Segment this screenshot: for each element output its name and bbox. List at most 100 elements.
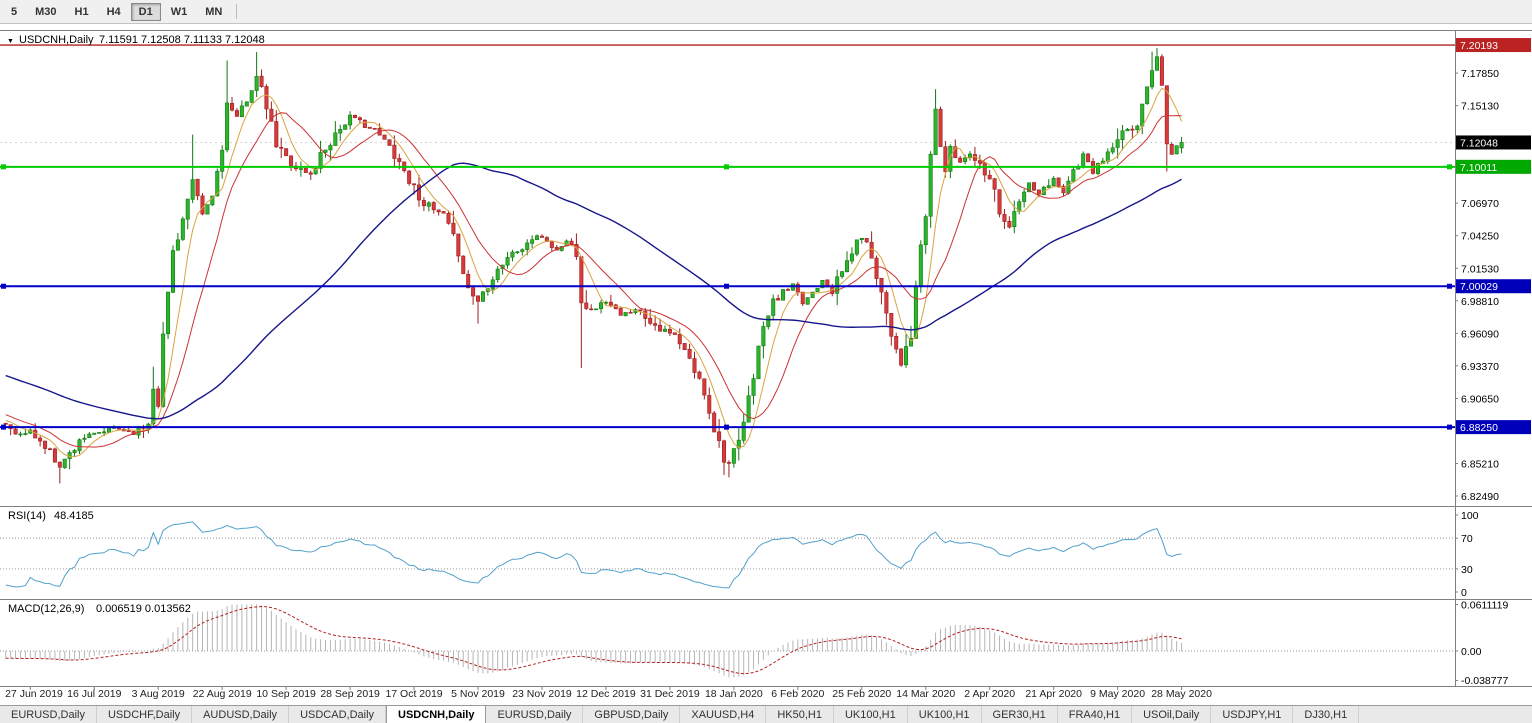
price-badge-7.10011: 7.10011 <box>1456 159 1531 174</box>
svg-text:28 Sep 2019: 28 Sep 2019 <box>320 688 380 700</box>
svg-text:-0.038777: -0.038777 <box>1461 675 1508 687</box>
tab-uk100-h1[interactable]: UK100,H1 <box>834 706 908 723</box>
tab-usdcad-daily[interactable]: USDCAD,Daily <box>289 706 387 723</box>
svg-text:6.90650: 6.90650 <box>1461 393 1499 405</box>
tab-gbpusd-daily[interactable]: GBPUSD,Daily <box>583 706 681 723</box>
chart-ohlc-values: 7.11591 7.12508 7.11133 7.12048 <box>99 34 265 46</box>
line-handle <box>1447 424 1452 430</box>
tab-fra40-h1[interactable]: FRA40,H1 <box>1058 706 1133 723</box>
chart-area[interactable]: 7.17850 7.15130 7.06970 7.04250 7.01530 6.988… <box>0 24 1532 705</box>
price-badge-7.00029: 7.00029 <box>1456 279 1531 294</box>
tab-ger30-h1[interactable]: GER30,H1 <box>982 706 1058 723</box>
svg-text:7.20193: 7.20193 <box>1460 40 1498 52</box>
macd-values: 0.006519 0.013562 <box>96 603 191 615</box>
indicator-guide-lines <box>0 141 1455 652</box>
timeframe-button-h1[interactable]: H1 <box>74 5 89 18</box>
date-axis: 27 Jun 2019 16 Jul 2019 3 Aug 2019 22 Aug 2… <box>5 686 1212 700</box>
tab-eurusd-daily[interactable]: EURUSD,Daily <box>486 706 584 723</box>
horizontal-line-6.88250[interactable] <box>0 424 1455 430</box>
line-handle <box>724 283 729 289</box>
svg-text:23 Nov 2019: 23 Nov 2019 <box>512 688 572 700</box>
tab-eurusd-daily[interactable]: EURUSD,Daily <box>0 706 97 723</box>
candles-layer <box>3 48 1184 484</box>
svg-text:70: 70 <box>1461 533 1473 545</box>
timeframe-button-h4[interactable]: H4 <box>106 5 121 18</box>
svg-text:12 Dec 2019: 12 Dec 2019 <box>576 688 636 700</box>
toolbar-separator <box>236 4 238 19</box>
svg-text:7.04250: 7.04250 <box>1461 231 1499 243</box>
svg-text:22 Aug 2019: 22 Aug 2019 <box>193 688 252 700</box>
tab-usdchf-daily[interactable]: USDCHF,Daily <box>97 706 193 723</box>
svg-text:100: 100 <box>1461 510 1479 522</box>
timeframe-button-5[interactable]: 5 <box>11 5 18 18</box>
svg-text:6.98810: 6.98810 <box>1461 296 1499 308</box>
timeframe-button-d1[interactable]: D1 <box>130 2 161 21</box>
macd-label: MACD(12,26,9) <box>8 603 84 615</box>
chart-frame <box>0 30 1532 687</box>
svg-text:7.00029: 7.00029 <box>1460 281 1498 293</box>
svg-text:10 Sep 2019: 10 Sep 2019 <box>256 688 316 700</box>
tab-usoil-daily[interactable]: USOil,Daily <box>1132 706 1212 723</box>
line-handle <box>1 424 6 430</box>
chart-symbol-label: USDCNH,Daily <box>19 34 94 46</box>
svg-text:6 Feb 2020: 6 Feb 2020 <box>771 688 824 700</box>
svg-text:3 Aug 2019: 3 Aug 2019 <box>132 688 185 700</box>
rsi-line <box>5 521 1182 589</box>
rsi-value: 48.4185 <box>54 510 94 522</box>
svg-text:28 May 2020: 28 May 2020 <box>1151 688 1212 700</box>
symbol-tabbar: EURUSD,Daily USDCHF,Daily AUDUSD,Daily USDC… <box>0 705 1532 723</box>
line-handle <box>1 283 6 289</box>
svg-text:27 Jun 2019: 27 Jun 2019 <box>5 688 63 700</box>
line-handle <box>1447 283 1452 289</box>
tab-uk100-h1[interactable]: UK100,H1 <box>908 706 982 723</box>
timeframe-button-mn[interactable]: MN <box>205 5 223 18</box>
svg-text:7.15130: 7.15130 <box>1461 101 1499 113</box>
svg-text:7.10011: 7.10011 <box>1460 162 1497 174</box>
rsi-layer <box>5 521 1182 589</box>
timeframe-button-m30[interactable]: M30 <box>35 5 57 18</box>
ma-6-line <box>5 87 1183 458</box>
macd-signal-line <box>5 606 1182 675</box>
tab-xauusd-h4[interactable]: XAUUSD,H4 <box>680 706 767 723</box>
svg-text:30: 30 <box>1461 564 1473 576</box>
svg-text:18 Jan 2020: 18 Jan 2020 <box>705 688 763 700</box>
current-price-badge: 7.12048 <box>1456 135 1531 150</box>
svg-text:7.06970: 7.06970 <box>1461 198 1499 210</box>
timeframe-toolbar: 5 M30 H1 H4 D1 W1 MN <box>0 0 1532 24</box>
svg-text:0: 0 <box>1461 587 1467 599</box>
svg-text:7.12048: 7.12048 <box>1460 137 1498 149</box>
price-axis: 7.17850 7.15130 7.06970 7.04250 7.01530 6.988… <box>1455 68 1508 687</box>
svg-text:31 Dec 2019: 31 Dec 2019 <box>640 688 700 700</box>
svg-text:2 Apr 2020: 2 Apr 2020 <box>964 688 1015 700</box>
svg-text:14 Mar 2020: 14 Mar 2020 <box>896 688 955 700</box>
timeframe-button-w1[interactable]: W1 <box>170 5 188 18</box>
price-badge-7.20193: 7.20193 <box>1456 38 1531 53</box>
price-badge-6.88250: 6.88250 <box>1456 420 1531 435</box>
svg-text:6.93370: 6.93370 <box>1461 361 1499 373</box>
line-handle <box>1 164 6 170</box>
svg-text:17 Oct 2019: 17 Oct 2019 <box>385 688 442 700</box>
tab-usdcnh-daily[interactable]: USDCNH,Daily <box>386 706 487 723</box>
line-handle <box>724 424 729 430</box>
ma-60-line <box>5 162 1182 420</box>
svg-text:6.96090: 6.96090 <box>1461 328 1499 340</box>
tab-audusd-daily[interactable]: AUDUSD,Daily <box>192 706 290 723</box>
svg-text:9 May 2020: 9 May 2020 <box>1090 688 1145 700</box>
ma-13-line <box>5 112 1182 448</box>
line-handle <box>724 164 729 170</box>
svg-text:6.88250: 6.88250 <box>1460 422 1498 434</box>
svg-text:7.17850: 7.17850 <box>1461 68 1499 80</box>
horizontal-line-7.00029[interactable] <box>0 283 1455 289</box>
chart-dropdown-icon[interactable]: ▼ <box>7 38 14 45</box>
svg-text:6.85210: 6.85210 <box>1461 458 1499 470</box>
tab-dj30-h1[interactable]: DJ30,H1 <box>1293 706 1360 723</box>
rsi-label: RSI(14) <box>8 510 46 522</box>
tab-hk50-h1[interactable]: HK50,H1 <box>766 706 834 723</box>
svg-text:16 Jul 2019: 16 Jul 2019 <box>67 688 121 700</box>
horizontal-line-7.10011[interactable] <box>0 164 1455 170</box>
tab-usdjpy-h1[interactable]: USDJPY,H1 <box>1211 706 1294 723</box>
svg-text:25 Feb 2020: 25 Feb 2020 <box>832 688 891 700</box>
line-handle <box>1447 164 1452 170</box>
svg-text:7.01530: 7.01530 <box>1461 263 1499 275</box>
svg-text:0.0611119: 0.0611119 <box>1461 600 1508 612</box>
